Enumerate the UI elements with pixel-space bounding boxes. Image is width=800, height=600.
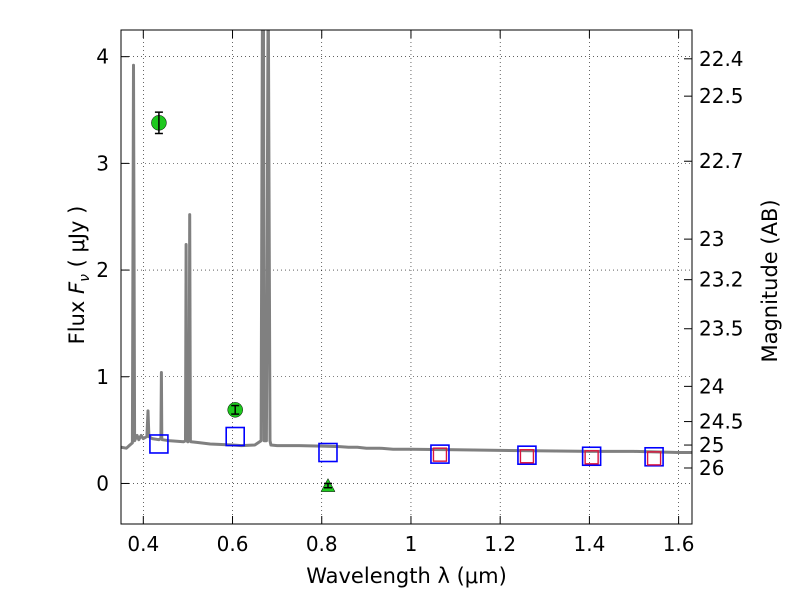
y-tick-label: 3 bbox=[96, 151, 109, 175]
observed-limit-box bbox=[519, 449, 535, 464]
y-tick-label: 4 bbox=[96, 45, 109, 69]
magnitude-tick-label: 22.5 bbox=[699, 84, 744, 108]
data-markers-layer bbox=[149, 111, 664, 492]
model-photometry-box bbox=[318, 442, 338, 463]
model-photometry-box bbox=[225, 426, 245, 447]
x-tick-label: 0.4 bbox=[127, 532, 159, 556]
y-tick-label: 1 bbox=[96, 365, 109, 389]
magnitude-tick-label: 24.5 bbox=[699, 410, 744, 434]
magnitude-tick-label: 23.2 bbox=[699, 268, 744, 292]
x-tick-label: 1.2 bbox=[484, 532, 516, 556]
y-axis-title-right: Magnitude (AB) bbox=[758, 199, 782, 362]
model-spectrum-layer bbox=[121, 30, 692, 454]
model-photometry-box bbox=[644, 446, 664, 467]
observed-limit-box bbox=[432, 447, 448, 462]
model-photometry-box bbox=[430, 444, 450, 464]
magnitude-tick-label: 22.4 bbox=[699, 47, 744, 71]
x-tick-label: 0.6 bbox=[217, 532, 249, 556]
magnitude-tick-label: 22.7 bbox=[699, 149, 744, 173]
x-tick-label: 1 bbox=[405, 532, 418, 556]
plot-frame bbox=[120, 29, 693, 525]
model-photometry-box bbox=[581, 446, 602, 467]
model-photometry-box bbox=[149, 434, 169, 454]
x-tick-label: 0.8 bbox=[306, 532, 338, 556]
y-axis-title-left: Flux Fν ( μJy ) bbox=[65, 206, 93, 345]
magnitude-tick-label: 23.5 bbox=[699, 317, 744, 341]
observed-limit-box bbox=[584, 450, 599, 465]
magnitude-tick-label: 26 bbox=[699, 456, 724, 480]
observed-limit-box bbox=[646, 451, 662, 466]
model-spectrum-line bbox=[121, 30, 692, 454]
magnitude-tick-label: 23 bbox=[699, 227, 724, 251]
y-tick-label: 0 bbox=[96, 471, 109, 495]
x-tick-label: 1.4 bbox=[573, 532, 605, 556]
magnitude-tick-label: 25 bbox=[699, 433, 724, 457]
x-tick-label: 1.6 bbox=[663, 532, 695, 556]
magnitude-tick-label: 24 bbox=[699, 374, 724, 398]
y-tick-label: 2 bbox=[96, 258, 109, 282]
x-axis-title: Wavelength λ (μm) bbox=[306, 564, 507, 588]
model-photometry-box bbox=[517, 445, 537, 465]
